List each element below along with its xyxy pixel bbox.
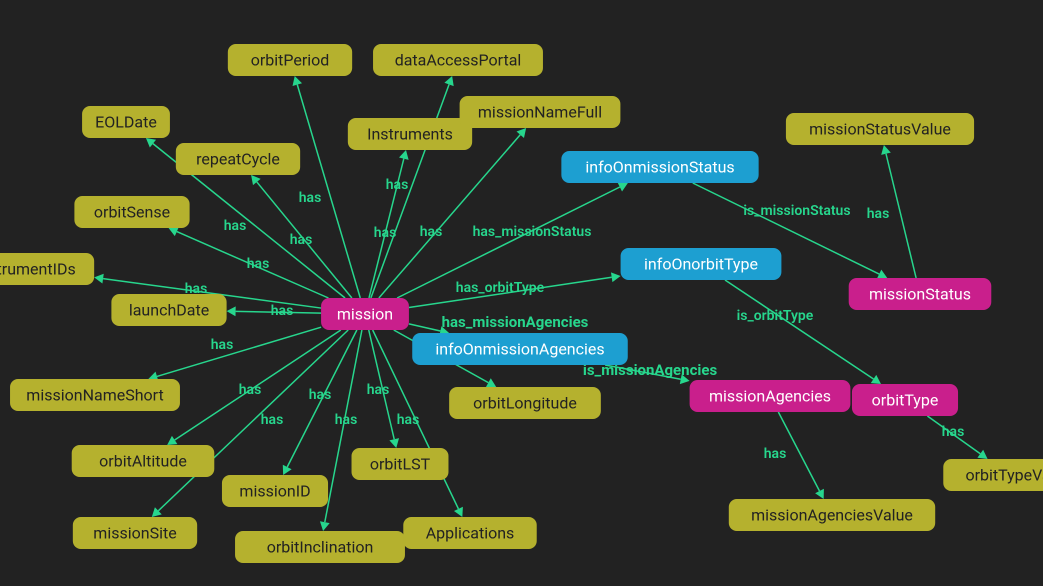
node-box[interactable]: [449, 387, 601, 419]
knowledge-graph: hashashashashashashashashashashashashash…: [0, 0, 1043, 586]
graph-node-missionSite[interactable]: missionSite: [73, 517, 197, 549]
edge-label: has_missionAgencies: [442, 313, 589, 331]
node-box[interactable]: [222, 475, 328, 507]
edge: [409, 324, 440, 331]
edge-label: has: [309, 387, 332, 403]
edge: [369, 330, 394, 439]
edge: [287, 330, 357, 467]
node-box[interactable]: [943, 459, 1043, 491]
node-box[interactable]: [373, 44, 543, 76]
edge-arrowhead: [871, 375, 881, 384]
edge-arrowhead: [293, 76, 302, 86]
node-box[interactable]: [412, 333, 628, 365]
edge: [409, 277, 612, 307]
node-box[interactable]: [849, 278, 992, 310]
graph-node-instrumentIDs[interactable]: strumentIDs: [0, 253, 94, 285]
node-box[interactable]: [621, 248, 782, 280]
edge-label: has: [211, 337, 234, 353]
edge: [886, 154, 916, 278]
edge-label: has: [261, 412, 284, 428]
node-box[interactable]: [348, 118, 472, 150]
edge-arrowhead: [977, 450, 987, 459]
node-box[interactable]: [10, 379, 180, 411]
graph-node-missionStatus[interactable]: missionStatus: [849, 278, 992, 310]
node-box[interactable]: [0, 253, 94, 285]
edge: [257, 182, 352, 298]
edge-label: has: [367, 382, 390, 398]
graph-node-orbitPeriod[interactable]: orbitPeriod: [228, 44, 352, 76]
edge: [325, 330, 362, 522]
edge-label: has_missionStatus: [473, 224, 592, 240]
node-box[interactable]: [228, 44, 352, 76]
edge-arrowhead: [227, 306, 236, 316]
graph-node-infoOnorbitType[interactable]: infoOnorbitType: [621, 248, 782, 280]
graph-node-orbitLST[interactable]: orbitLST: [352, 448, 449, 480]
edge-arrowhead: [680, 374, 690, 384]
node-box[interactable]: [82, 106, 170, 138]
node-box[interactable]: [403, 517, 536, 549]
graph-node-orbitAltitude[interactable]: orbitAltitude: [72, 445, 215, 477]
graph-node-orbitTypeValue[interactable]: orbitTypeVal: [943, 459, 1043, 491]
node-box[interactable]: [852, 384, 958, 416]
graph-node-launchDate[interactable]: launchDate: [111, 294, 226, 326]
graph-node-orbitSense[interactable]: orbitSense: [74, 196, 189, 228]
edge-arrowhead: [611, 272, 621, 282]
edge-label: has: [867, 206, 890, 222]
graph-node-missionStatusValue[interactable]: missionStatusValue: [786, 113, 974, 145]
graph-node-Applications[interactable]: Applications: [403, 517, 536, 549]
node-box[interactable]: [729, 499, 935, 531]
edge: [236, 311, 321, 313]
graph-node-missionNameShort[interactable]: missionNameShort: [10, 379, 180, 411]
graph-node-EOLDate[interactable]: EOLDate: [82, 106, 170, 138]
node-box[interactable]: [321, 298, 409, 330]
edge-arrowhead: [251, 175, 261, 185]
edge-arrowhead: [389, 438, 399, 448]
node-box[interactable]: [561, 151, 758, 183]
edge-arrowhead: [320, 521, 330, 531]
graph-node-missionAgenciesValue[interactable]: missionAgenciesValue: [729, 499, 935, 531]
node-box[interactable]: [352, 448, 449, 480]
graph-node-dataAccessPortal[interactable]: dataAccessPortal: [373, 44, 543, 76]
graph-node-infoOnmissionAgencies[interactable]: infoOnmissionAgencies: [412, 333, 628, 365]
edge: [157, 327, 321, 376]
edge-label: is_missionStatus: [743, 203, 850, 219]
edge-arrowhead: [399, 150, 409, 160]
edge-label: is_orbitType: [737, 308, 814, 324]
graph-node-orbitType[interactable]: orbitType: [852, 384, 958, 416]
graph-node-orbitLongitude[interactable]: orbitLongitude: [449, 387, 601, 419]
nodes-layer: mission orbitPeriod dataAccessPortal EOLDat…: [0, 44, 1043, 563]
node-box[interactable]: [460, 96, 621, 128]
node-box[interactable]: [72, 445, 215, 477]
graph-node-missionAgencies[interactable]: missionAgencies: [690, 380, 851, 412]
edge-arrowhead: [94, 274, 104, 284]
edge-label: has: [271, 303, 294, 319]
edge: [605, 365, 681, 379]
edge: [371, 84, 449, 298]
edge: [927, 416, 980, 454]
graph-node-missionID[interactable]: missionID: [222, 475, 328, 507]
edge: [778, 412, 819, 491]
node-box[interactable]: [786, 113, 974, 145]
graph-node-infoOnmissionStatus[interactable]: infoOnmissionStatus: [561, 151, 758, 183]
node-box[interactable]: [111, 294, 226, 326]
edge-arrowhead: [881, 145, 891, 155]
edge-arrowhead: [146, 138, 156, 147]
graph-node-orbitInclination[interactable]: orbitInclination: [235, 531, 405, 563]
edge-label: has: [224, 218, 247, 234]
node-box[interactable]: [73, 517, 197, 549]
graph-node-missionNameFull[interactable]: missionNameFull: [460, 96, 621, 128]
graph-node-mission[interactable]: mission: [321, 298, 409, 330]
graph-node-repeatCycle[interactable]: repeatCycle: [176, 143, 300, 175]
node-box[interactable]: [74, 196, 189, 228]
node-box[interactable]: [235, 531, 405, 563]
edge-arrowhead: [167, 436, 177, 445]
graph-node-Instruments[interactable]: Instruments: [348, 118, 472, 150]
edge: [297, 85, 360, 298]
node-box[interactable]: [176, 143, 300, 175]
edge-label: has: [942, 424, 965, 440]
edge: [369, 159, 404, 298]
edge-label: has: [299, 190, 322, 206]
node-box[interactable]: [690, 380, 851, 412]
edge-label: has: [764, 446, 787, 462]
